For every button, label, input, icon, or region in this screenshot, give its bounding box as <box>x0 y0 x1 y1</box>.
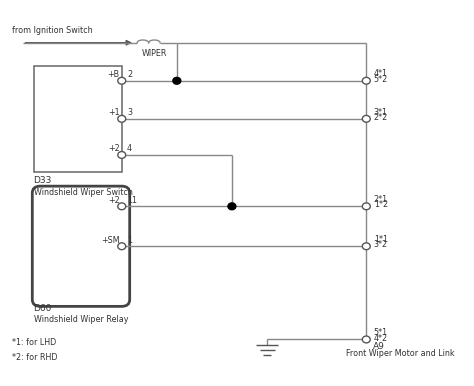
Text: Windshield Wiper Switch: Windshield Wiper Switch <box>34 188 133 197</box>
Text: +2: +2 <box>108 144 119 153</box>
Circle shape <box>118 152 126 158</box>
Text: 1*1: 1*1 <box>374 235 388 244</box>
FancyBboxPatch shape <box>32 186 130 306</box>
Circle shape <box>228 203 236 210</box>
Text: +2: +2 <box>108 196 119 205</box>
Text: 4: 4 <box>127 144 132 153</box>
Circle shape <box>362 203 370 210</box>
Circle shape <box>173 77 181 84</box>
FancyBboxPatch shape <box>34 66 122 172</box>
Text: 3: 3 <box>127 108 132 117</box>
Text: *1: for LHD: *1: for LHD <box>11 338 56 347</box>
Text: 2*2: 2*2 <box>374 113 388 122</box>
Text: D33: D33 <box>34 176 52 185</box>
Text: WIPER: WIPER <box>142 49 167 58</box>
Text: Front Wiper Motor and Link: Front Wiper Motor and Link <box>346 349 455 359</box>
Text: 4*2: 4*2 <box>374 334 388 342</box>
Circle shape <box>118 115 126 122</box>
Text: from Ignition Switch: from Ignition Switch <box>11 26 92 35</box>
Text: 3*1: 3*1 <box>374 108 388 117</box>
Text: +1: +1 <box>108 108 119 117</box>
Text: +SM: +SM <box>101 236 119 245</box>
Text: 5*2: 5*2 <box>374 75 388 84</box>
Circle shape <box>118 243 126 250</box>
Circle shape <box>362 243 370 250</box>
Text: 5*1: 5*1 <box>374 328 388 337</box>
Text: 2: 2 <box>127 70 132 79</box>
Circle shape <box>362 336 370 343</box>
Text: Windshield Wiper Relay: Windshield Wiper Relay <box>34 315 128 324</box>
Text: *2: for RHD: *2: for RHD <box>11 353 57 362</box>
Text: 2*1: 2*1 <box>374 195 388 204</box>
Text: 1*2: 1*2 <box>374 200 388 209</box>
Circle shape <box>362 77 370 84</box>
Text: D60: D60 <box>34 304 52 313</box>
Text: 1: 1 <box>127 236 132 245</box>
Circle shape <box>362 115 370 122</box>
Text: 4*1: 4*1 <box>374 69 388 78</box>
Text: A9: A9 <box>373 342 385 351</box>
Text: 11: 11 <box>127 196 137 205</box>
Text: +B: +B <box>108 70 119 79</box>
Circle shape <box>118 77 126 84</box>
Circle shape <box>118 203 126 210</box>
Text: 3*2: 3*2 <box>374 240 388 249</box>
